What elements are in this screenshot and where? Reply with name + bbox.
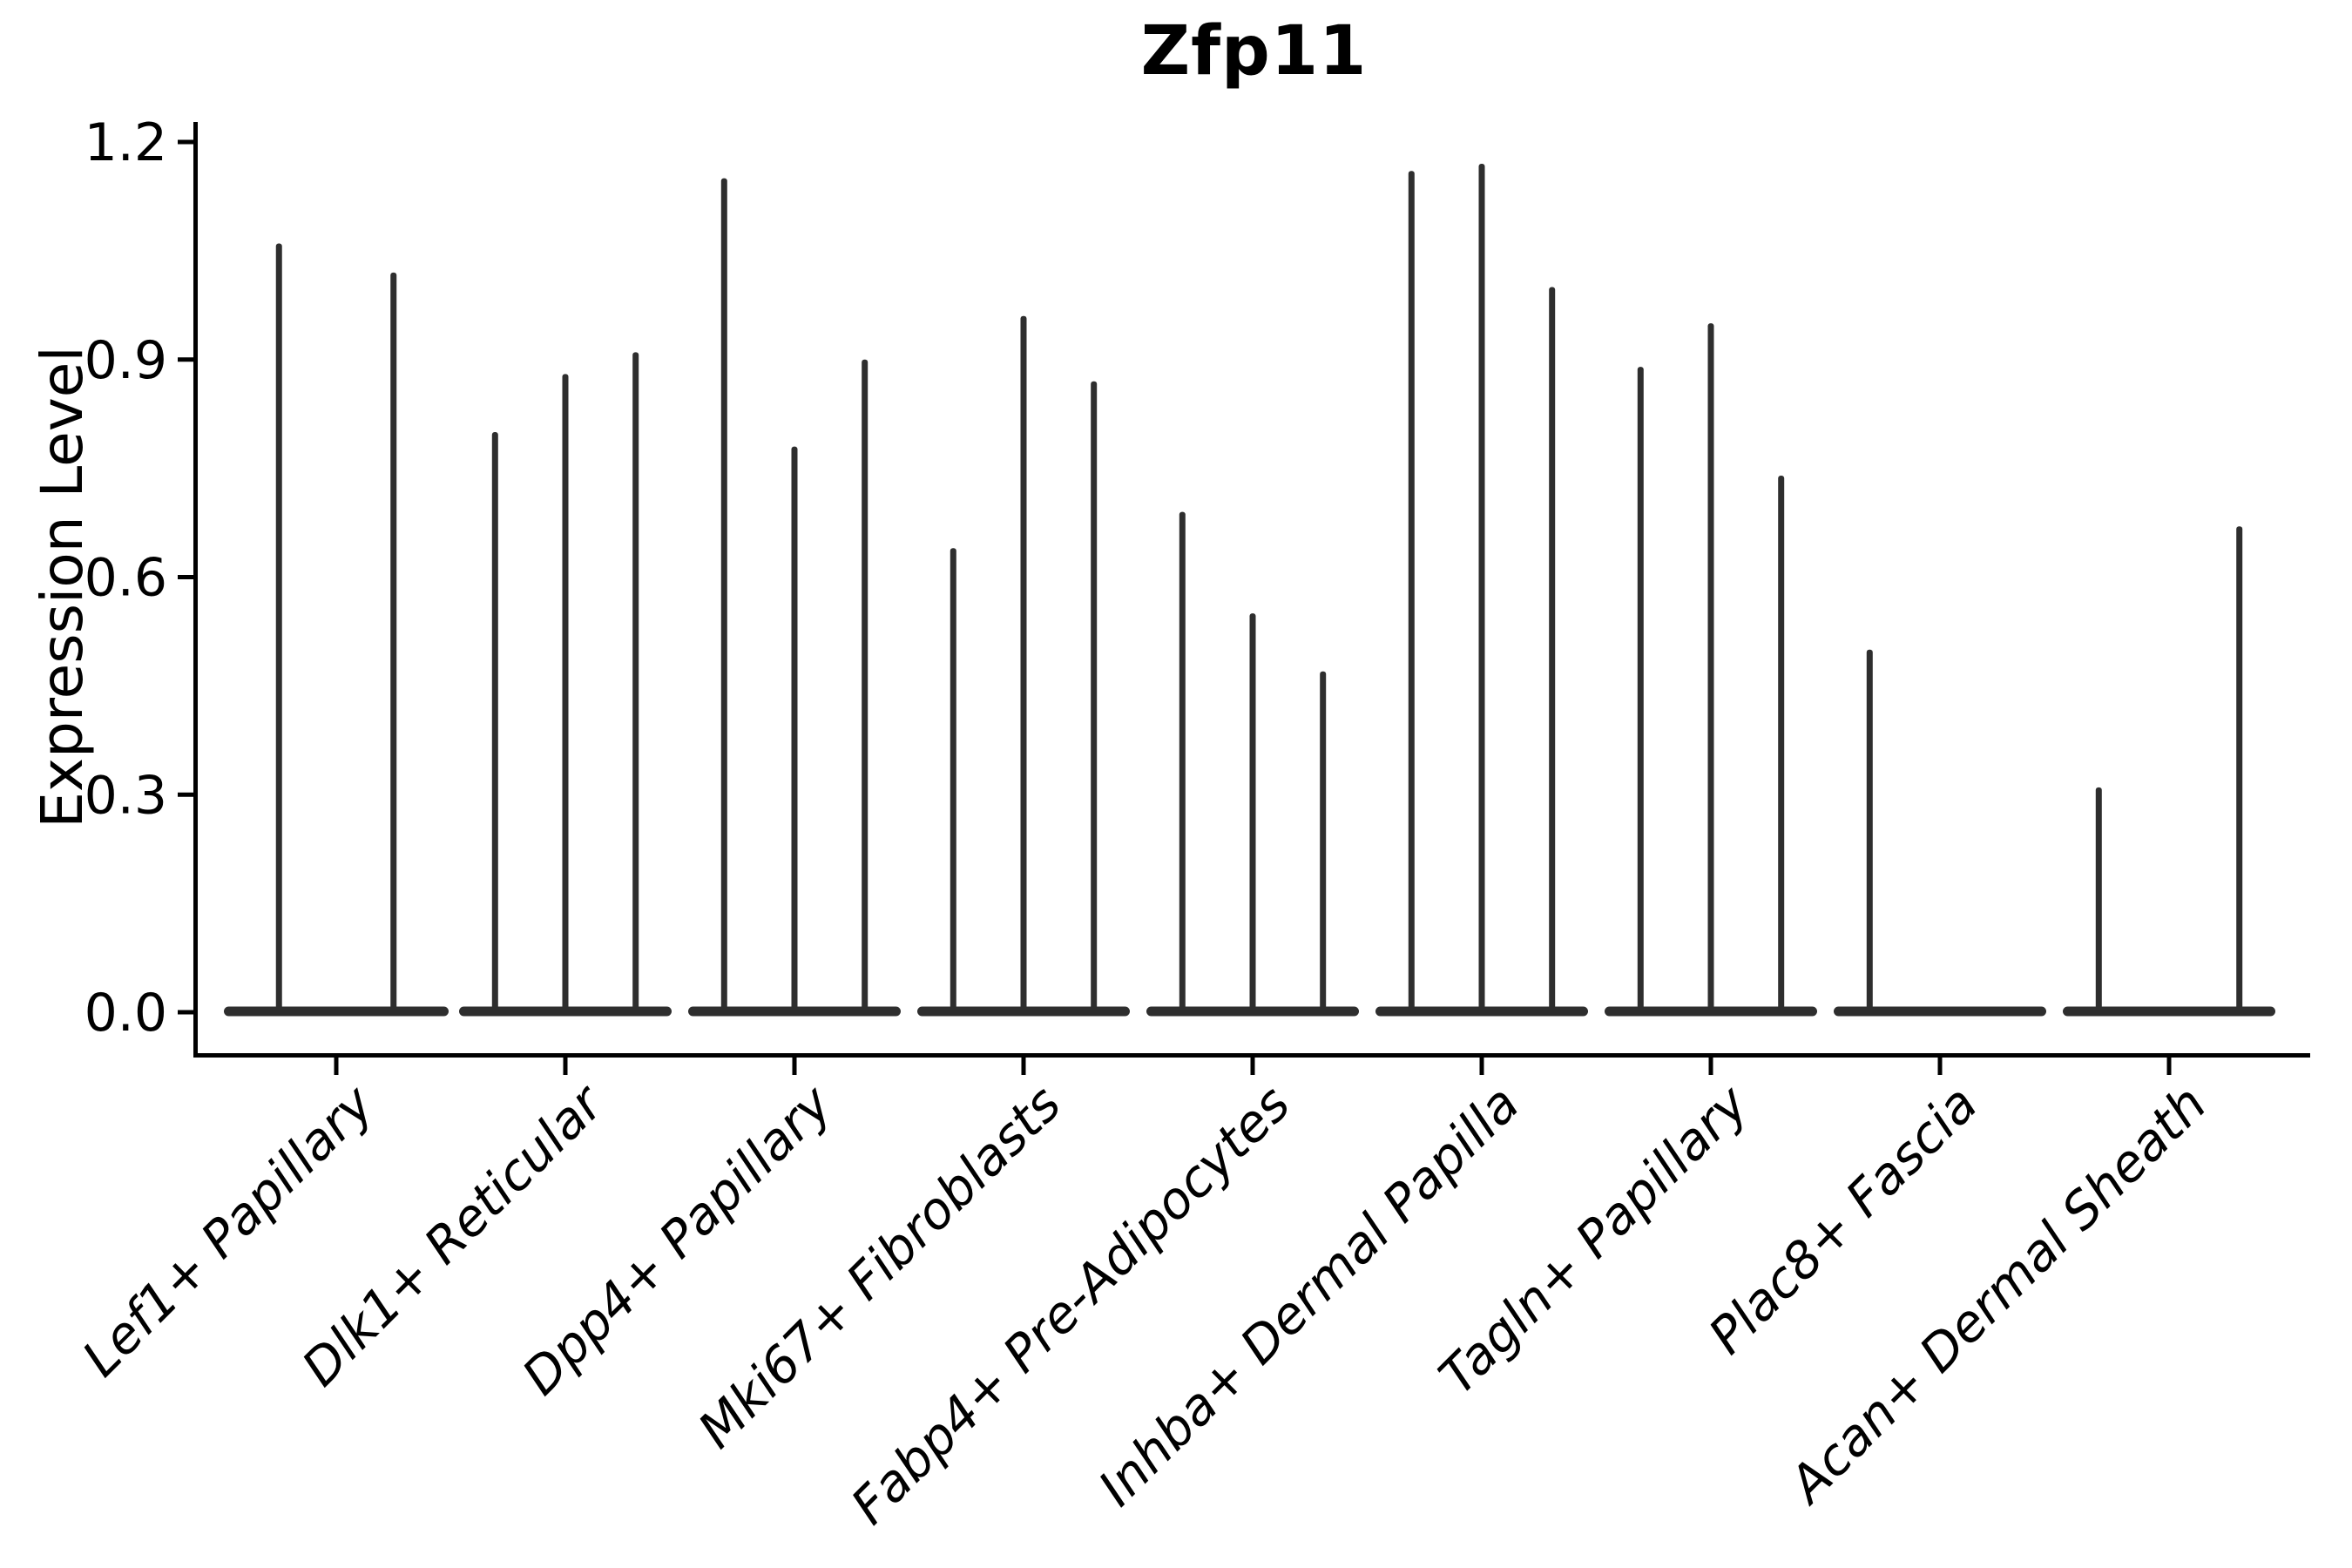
violin-spike	[1866, 649, 1873, 1012]
y-axis-tick	[178, 1010, 193, 1015]
y-axis-tick	[178, 139, 193, 145]
x-tick-label: Inhba+ Dermal Papilla	[1087, 1074, 1531, 1517]
x-axis-tick	[563, 1058, 568, 1075]
x-axis-tick	[334, 1058, 339, 1075]
violin-spike	[1408, 171, 1415, 1013]
violin-spike	[1091, 381, 1098, 1013]
violin-spike	[2095, 787, 2102, 1012]
y-axis-title: Expression Level	[29, 346, 96, 828]
x-axis-tick	[792, 1058, 797, 1075]
chart-title: Zfp11	[1140, 12, 1368, 91]
violin-spike	[1179, 511, 1186, 1012]
violin-base	[1834, 1006, 2046, 1017]
x-axis-tick	[1021, 1058, 1026, 1075]
y-tick-label: 0.0	[84, 983, 167, 1044]
x-tick-label: Acan+ Dermal Sheath	[1775, 1074, 2218, 1517]
violin-spike	[390, 272, 397, 1013]
violin-spike	[1778, 475, 1785, 1012]
y-axis-tick	[178, 357, 193, 362]
violin-spike	[1549, 287, 1556, 1012]
violin-spike	[791, 446, 798, 1012]
x-axis-tick	[2166, 1058, 2172, 1075]
violin-spike	[950, 548, 956, 1012]
y-tick-label: 0.3	[84, 765, 167, 826]
violin-spike	[1478, 163, 1485, 1013]
y-tick-label: 0.6	[84, 548, 167, 609]
violin-spike	[720, 178, 727, 1012]
y-axis-spine	[193, 122, 198, 1058]
violin-spike	[632, 352, 639, 1012]
violin-spike	[562, 374, 569, 1012]
y-tick-label: 1.2	[84, 112, 167, 173]
violin-spike	[491, 432, 498, 1012]
x-axis-spine	[193, 1053, 2310, 1058]
x-axis-tick	[1708, 1058, 1713, 1075]
violin-spike	[1320, 671, 1327, 1012]
y-axis-tick	[178, 575, 193, 579]
violin-spike	[1249, 613, 1256, 1012]
violin-spike	[1637, 367, 1644, 1012]
violin-base	[2063, 1006, 2275, 1017]
x-axis-tick	[1479, 1058, 1484, 1075]
violin-spike	[1707, 323, 1714, 1012]
violin-spike	[1020, 315, 1027, 1012]
y-axis-tick	[178, 792, 193, 797]
violin-spike	[2236, 526, 2243, 1012]
violin-spike	[862, 359, 868, 1012]
violin-spike	[275, 243, 282, 1012]
violin-base	[224, 1006, 449, 1017]
y-tick-label: 0.9	[84, 330, 167, 391]
x-axis-tick	[1937, 1058, 1943, 1075]
x-axis-tick	[1250, 1058, 1255, 1075]
x-tick-label: Fabp4+ Pre-Adipocytes	[840, 1074, 1301, 1536]
